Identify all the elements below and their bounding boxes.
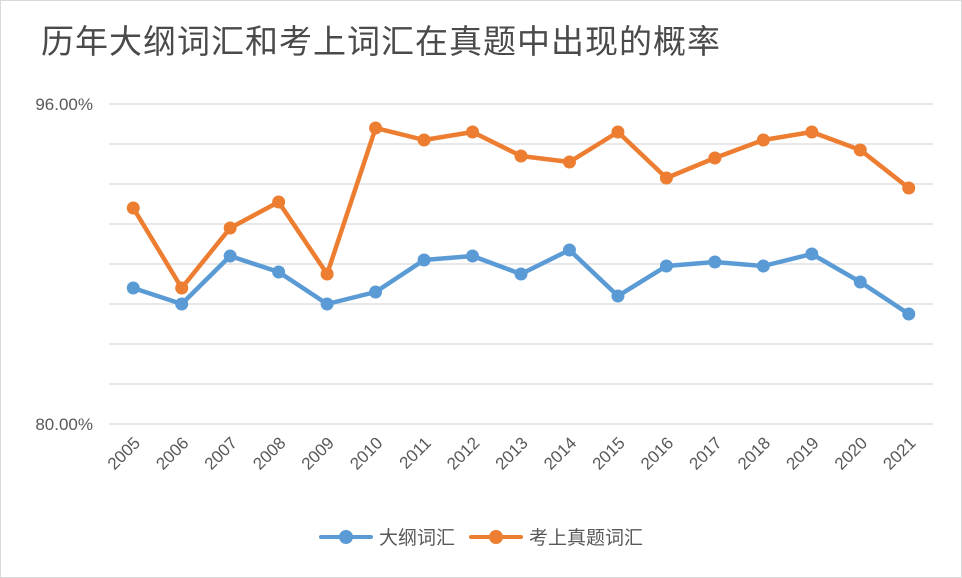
legend-marker-series-1 xyxy=(318,528,373,546)
series-1-point-2008[interactable] xyxy=(272,265,286,279)
x-tick-label-2005: 2005 xyxy=(104,433,144,473)
x-tick-label-2020: 2020 xyxy=(831,433,871,473)
series-2-point-2016[interactable] xyxy=(659,171,673,185)
series-2-point-2009[interactable] xyxy=(320,267,334,281)
series-2-point-2018[interactable] xyxy=(756,133,770,147)
chart-title: 历年大纲词汇和考上词汇在真题中出现的概率 xyxy=(41,22,721,61)
x-tick-label-2013: 2013 xyxy=(492,433,532,473)
series-1-point-2006[interactable] xyxy=(175,297,189,311)
series-1-point-2009[interactable] xyxy=(320,297,334,311)
series-1-point-2015[interactable] xyxy=(611,289,625,303)
series-2-point-2006[interactable] xyxy=(175,281,189,295)
series-2-point-2007[interactable] xyxy=(223,221,237,235)
x-tick-label-2016: 2016 xyxy=(637,433,677,473)
series-2-point-2012[interactable] xyxy=(466,125,480,139)
x-tick-label-2017: 2017 xyxy=(686,433,726,473)
plot-area: 96.00% 80.00% 2005 2006 2007 2008 2009 2010 2011… xyxy=(35,95,933,474)
series-1-point-2021[interactable] xyxy=(902,307,916,321)
y-tick-label-top: 96.00% xyxy=(35,95,93,114)
series-1-point-2011[interactable] xyxy=(417,253,431,267)
legend-marker-series-2 xyxy=(469,528,523,546)
series-1-point-2016[interactable] xyxy=(659,259,673,273)
x-tick-label-2018: 2018 xyxy=(734,433,774,473)
series-2-point-2019[interactable] xyxy=(805,125,819,139)
series-2-point-2015[interactable] xyxy=(611,125,625,139)
x-tick-label-2008: 2008 xyxy=(249,433,289,473)
x-tick-label-2021: 2021 xyxy=(879,433,919,473)
series-1-point-2020[interactable] xyxy=(853,275,867,289)
series-2-point-2020[interactable] xyxy=(853,143,867,157)
series-2-point-2010[interactable] xyxy=(369,121,383,135)
x-tick-label-2012: 2012 xyxy=(443,433,483,473)
series-2-point-2017[interactable] xyxy=(708,151,722,165)
x-tick-label-2009: 2009 xyxy=(298,433,338,473)
series-1-point-2013[interactable] xyxy=(514,267,528,281)
series-1-point-2012[interactable] xyxy=(466,249,480,263)
series-1-point-2005[interactable] xyxy=(126,281,140,295)
series-1-point-2017[interactable] xyxy=(708,255,722,269)
legend-item-series-2[interactable]: 考上真题词汇 xyxy=(469,523,643,550)
series-1-point-2010[interactable] xyxy=(369,285,383,299)
x-tick-label-2014: 2014 xyxy=(540,433,580,473)
series-1-point-2007[interactable] xyxy=(223,249,237,263)
series-1-point-2019[interactable] xyxy=(805,247,819,261)
y-tick-label-bottom: 80.00% xyxy=(35,415,93,434)
x-tick-label-2007: 2007 xyxy=(201,433,241,473)
x-tick-label-2011: 2011 xyxy=(396,433,435,472)
series-1-point-2018[interactable] xyxy=(756,259,770,273)
x-tick-label-2010: 2010 xyxy=(346,433,386,473)
series-2-point-2021[interactable] xyxy=(902,181,916,195)
legend-label-series-1: 大纲词汇 xyxy=(378,527,455,549)
series-2-point-2013[interactable] xyxy=(514,149,528,163)
x-tick-label-2006: 2006 xyxy=(152,433,192,473)
legend: 大纲词汇 考上真题词汇 xyxy=(1,523,961,550)
x-tick-label-2015: 2015 xyxy=(589,433,629,473)
series-2-point-2011[interactable] xyxy=(417,133,431,147)
series-2-point-2008[interactable] xyxy=(272,195,286,209)
series-2-point-2005[interactable] xyxy=(126,201,140,215)
legend-item-series-1[interactable]: 大纲词汇 xyxy=(318,523,455,550)
legend-label-series-2: 考上真题词汇 xyxy=(529,527,644,549)
series-1-point-2014[interactable] xyxy=(562,243,576,257)
series-2-point-2014[interactable] xyxy=(562,155,576,169)
x-tick-label-2019: 2019 xyxy=(782,433,822,473)
